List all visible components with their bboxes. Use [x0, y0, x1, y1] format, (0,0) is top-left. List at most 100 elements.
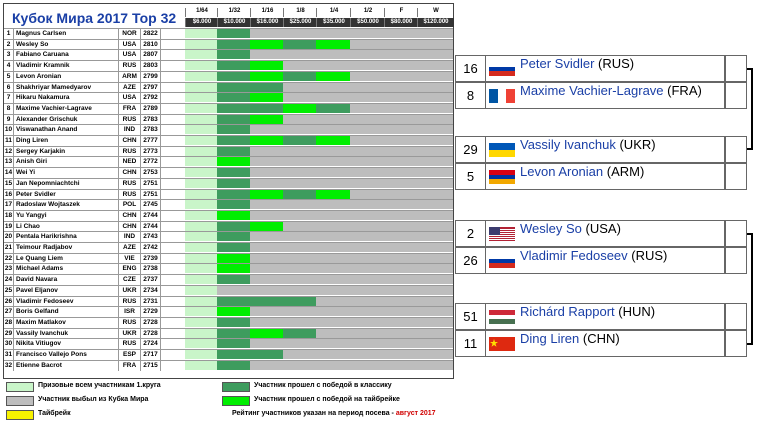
round-cell — [217, 296, 250, 306]
table-row: 25 Pavel Eljanov UKR 2734 — [4, 284, 453, 296]
player-seed: 2 — [4, 39, 14, 50]
round-cell — [350, 82, 384, 92]
round-cell — [384, 285, 417, 295]
player-rating: 2751 — [141, 189, 161, 200]
round-cell — [316, 82, 350, 92]
round-cell — [350, 157, 384, 167]
round-cell — [350, 285, 384, 295]
bracket-player-link[interactable]: Richárd Rapport — [520, 304, 615, 319]
player-name: Nikita Vitiugov — [15, 339, 119, 350]
player-rating: 2717 — [141, 350, 161, 360]
round-cell — [185, 328, 217, 338]
round-cell — [417, 232, 453, 242]
round-cell — [384, 157, 417, 167]
player-seed: 6 — [4, 82, 14, 93]
bracket-entry: 11 Ding Liren (CHN) — [455, 330, 725, 357]
table-row: 17 Radoslaw Wojtaszek POL 2745 — [4, 199, 453, 211]
round-cell — [185, 146, 217, 156]
bracket-player-country: (RUS) — [594, 56, 635, 71]
round-cell — [316, 39, 350, 49]
player-country: VIE — [119, 253, 141, 264]
player-rating: 2731 — [141, 296, 161, 307]
round-cell — [283, 285, 316, 295]
bracket-player-link[interactable]: Levon Aronian — [520, 164, 604, 179]
rus-flag-icon — [489, 254, 515, 268]
bracket-player-country: (ARM) — [603, 164, 645, 179]
table-row: 8 Maxime Vachier-Lagrave FRA 2789 — [4, 102, 453, 114]
round-cell — [384, 200, 417, 210]
bracket-player-link[interactable]: Wesley So — [520, 221, 582, 236]
player-country: AZE — [119, 82, 141, 93]
round-cell — [217, 146, 250, 156]
player-country: IND — [119, 232, 141, 243]
player-rating: 2738 — [141, 264, 161, 275]
bracket-entry: 8 Maxime Vachier-Lagrave (FRA) — [455, 82, 725, 109]
bracket-player: Levon Aronian (ARM) — [520, 164, 644, 189]
round-cell — [250, 29, 283, 38]
legend-tbwin-swatch — [222, 396, 250, 406]
round-cell — [250, 189, 283, 199]
round-cell — [283, 157, 316, 167]
round-cell — [250, 39, 283, 49]
bracket-player-link[interactable]: Ding Liren — [520, 331, 580, 346]
round-cell — [217, 157, 250, 167]
round-cell — [185, 178, 217, 188]
player-country: CHN — [119, 221, 141, 232]
player-name: Maxime Vachier-Lagrave — [15, 103, 119, 114]
round-cell — [350, 178, 384, 188]
round-cell — [217, 317, 250, 327]
round-cell — [417, 125, 453, 135]
player-seed: 1 — [4, 29, 14, 39]
round-cell — [384, 136, 417, 145]
bracket-entry: 2 Wesley So (USA) — [455, 220, 725, 247]
table-row: 9 Alexander Grischuk RUS 2783 — [4, 113, 453, 125]
player-seed: 29 — [4, 328, 14, 339]
round-cell — [250, 178, 283, 188]
bracket-player-link[interactable]: Peter Svidler — [520, 56, 595, 71]
round-cell — [350, 317, 384, 327]
round-cell — [417, 339, 453, 349]
player-country: CZE — [119, 275, 141, 286]
round-cell — [217, 307, 250, 317]
player-country: IND — [119, 125, 141, 136]
player-name: Fabiano Caruana — [15, 50, 119, 61]
bracket-entry: 16 Peter Svidler (RUS) — [455, 55, 725, 82]
player-seed: 8 — [4, 103, 14, 114]
round-cell — [417, 360, 453, 370]
round-prize-7: $120.000 — [417, 18, 454, 27]
bracket-player-country: (CHN) — [579, 331, 620, 346]
bracket-player-link[interactable]: Vassily Ivanchuk — [520, 137, 616, 152]
round-cell — [417, 264, 453, 274]
round-label-7: W — [417, 8, 454, 17]
round-cell — [250, 243, 283, 252]
round-cell — [250, 93, 283, 103]
round-cell — [250, 168, 283, 178]
round-cell — [316, 296, 350, 306]
round-cell — [250, 285, 283, 295]
round-prize-4: $35.000 — [316, 18, 351, 27]
round-cell — [417, 296, 453, 306]
round-cell — [217, 285, 250, 295]
round-cell — [316, 157, 350, 167]
table-row: 1 Magnus Carlsen NOR 2822 — [4, 28, 453, 39]
round-cell — [283, 360, 316, 370]
player-country: ISR — [119, 307, 141, 318]
bracket-player-link[interactable]: Maxime Vachier-Lagrave — [520, 83, 664, 98]
round-cell — [185, 93, 217, 103]
bracket-player-link[interactable]: Vladimir Fedoseev — [520, 248, 628, 263]
round-cell — [316, 136, 350, 145]
round-cell — [384, 50, 417, 60]
round-cell — [217, 125, 250, 135]
round-cell — [185, 243, 217, 252]
round-cell — [250, 328, 283, 338]
bracket-player-country: (USA) — [581, 221, 621, 236]
round-cell — [384, 39, 417, 49]
player-country: RUS — [119, 296, 141, 307]
round-cell — [350, 275, 384, 285]
round-cell — [384, 264, 417, 274]
player-rating: 2737 — [141, 275, 161, 286]
player-name: Shakhriyar Mamedyarov — [15, 82, 119, 93]
player-country: RUS — [119, 146, 141, 157]
player-country: RUS — [119, 114, 141, 125]
round-cell — [350, 200, 384, 210]
